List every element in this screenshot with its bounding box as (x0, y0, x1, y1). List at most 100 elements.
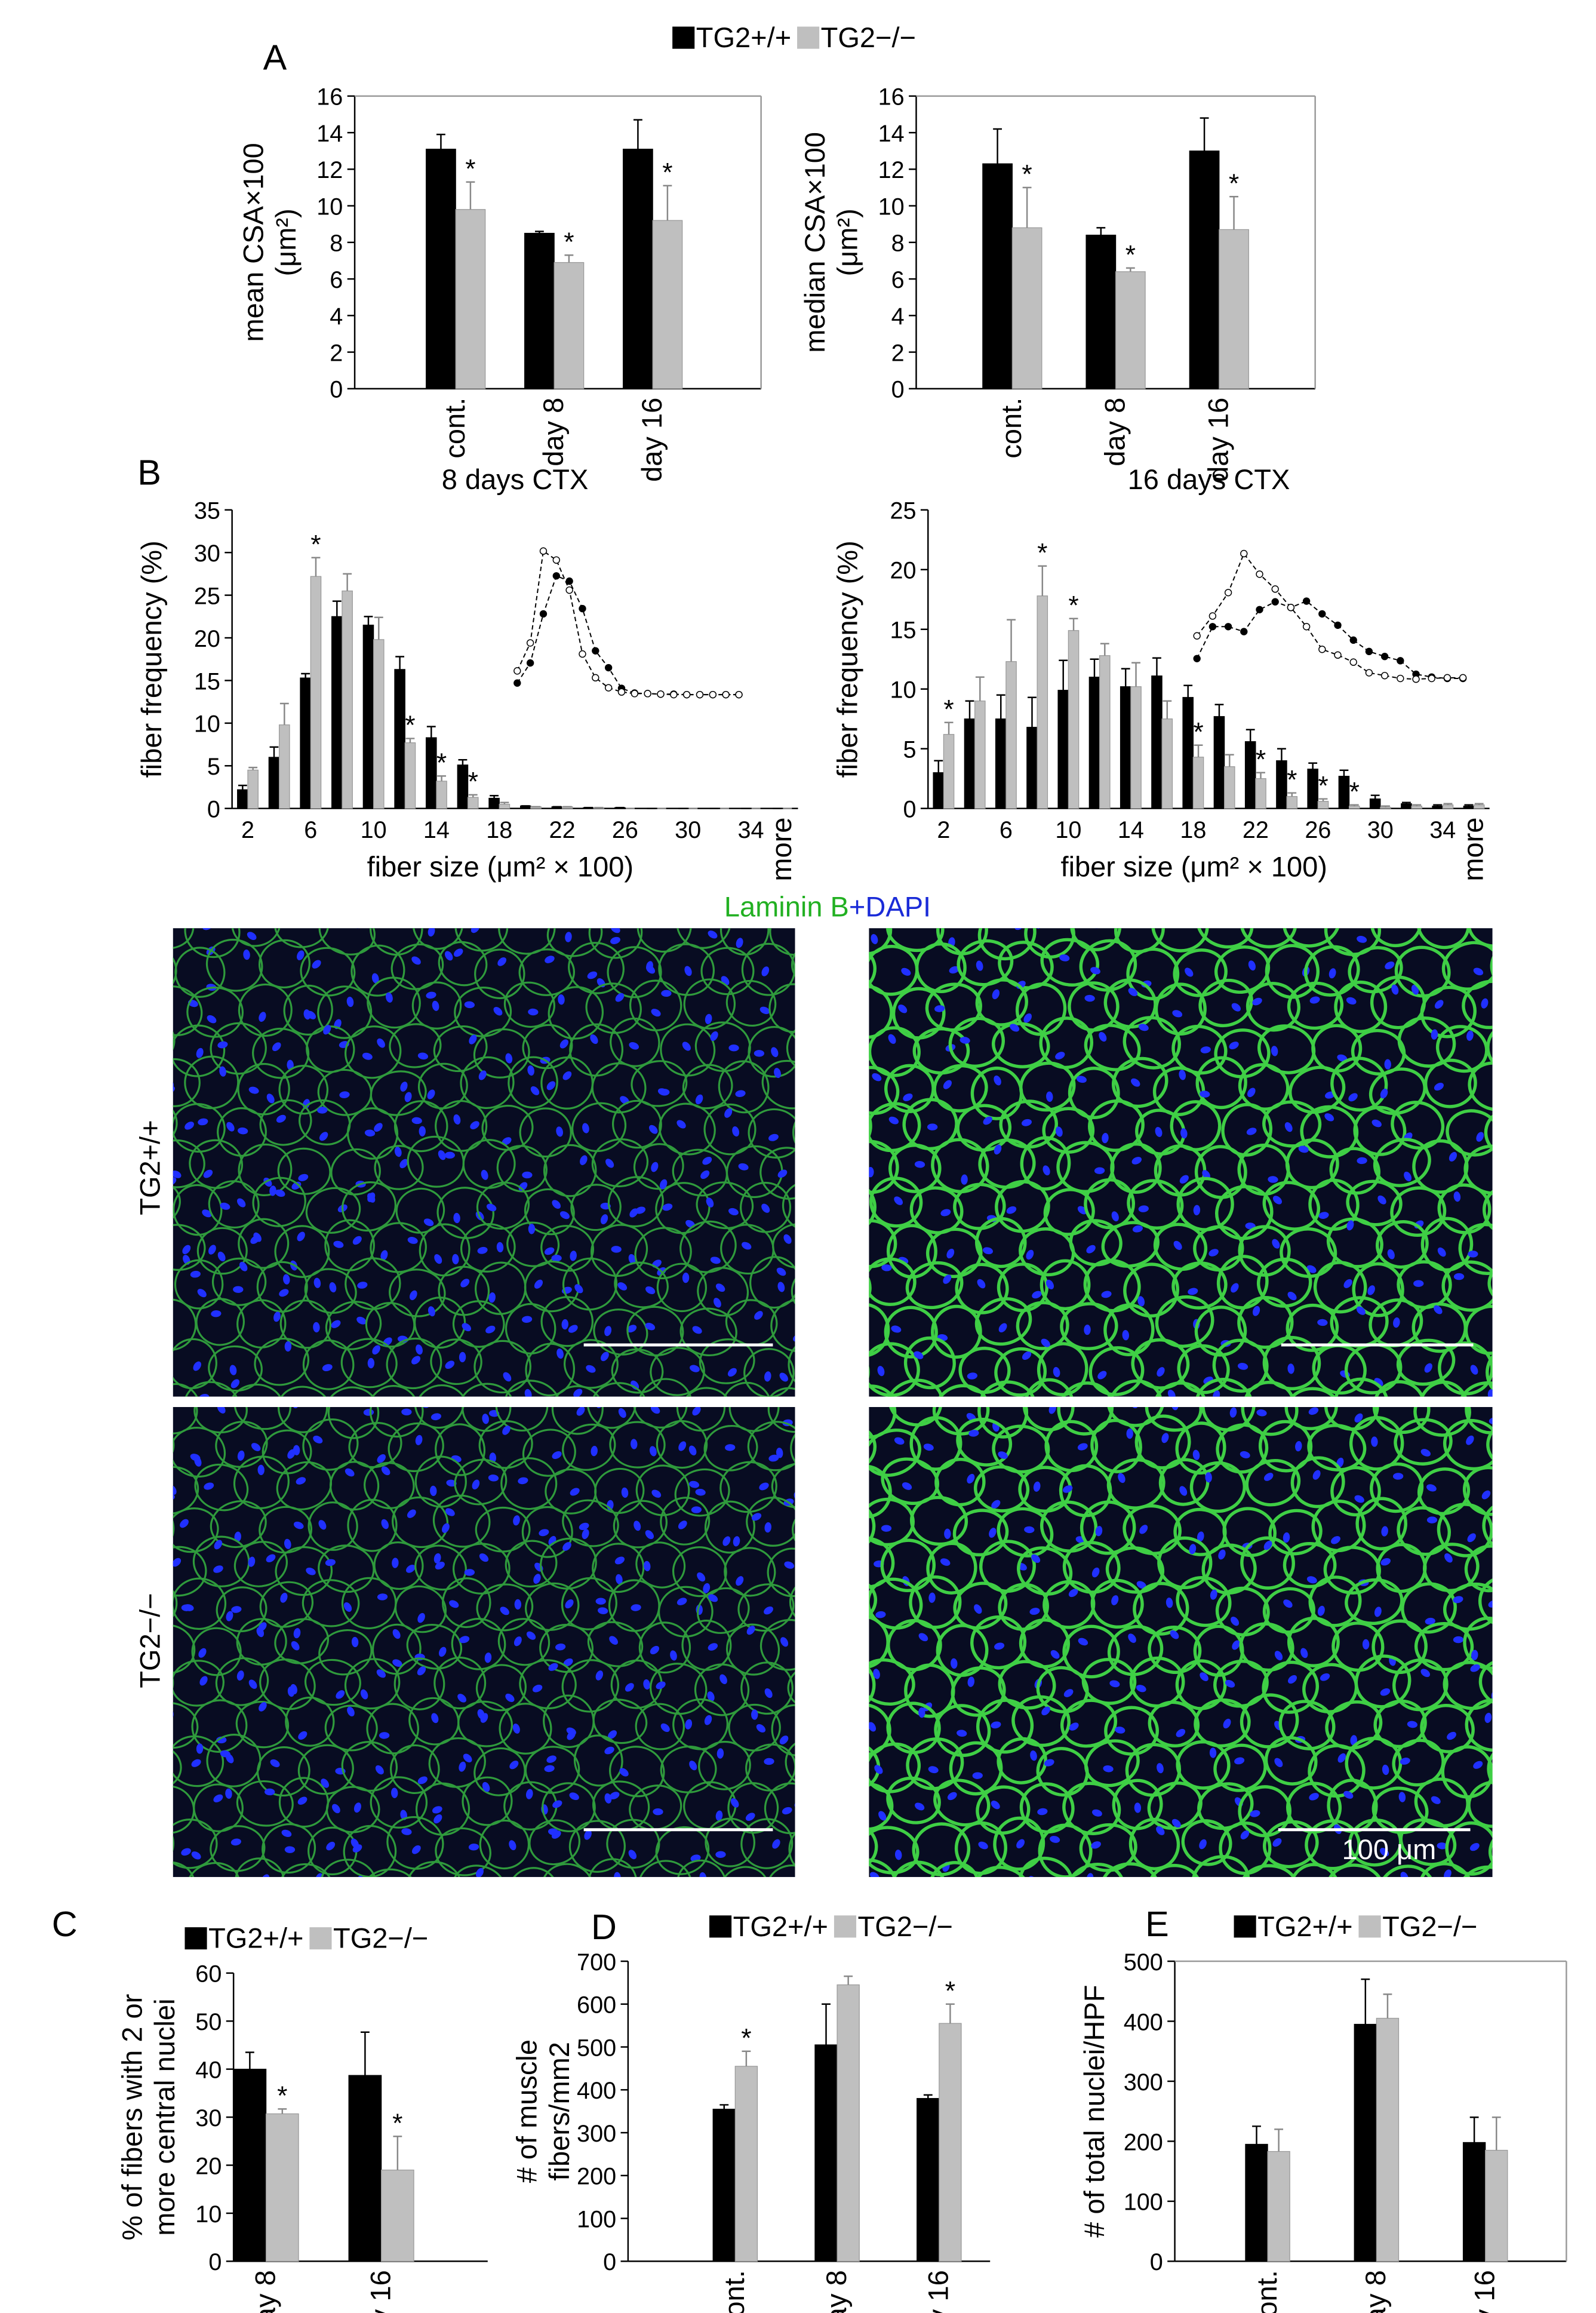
nucleus (894, 1437, 905, 1445)
nucleus (901, 967, 911, 976)
inset-point (1318, 646, 1326, 653)
fiber-outline (97, 980, 151, 1028)
fiber-outline (433, 1025, 488, 1073)
nucleus (445, 1360, 455, 1369)
y-tick-label: 0 (207, 797, 220, 823)
nucleus (115, 1710, 127, 1722)
nucleus (472, 1882, 484, 1890)
nucleus (918, 1707, 925, 1718)
fiber-outline (608, 1746, 665, 1798)
fiber-outline (1123, 1504, 1182, 1555)
fiber-outline (683, 978, 736, 1030)
nucleus (1442, 1395, 1453, 1408)
nucleus (402, 899, 414, 912)
fiber-outline (1153, 1222, 1208, 1271)
fiber-outline (524, 1188, 575, 1236)
y-tick-label: 14 (316, 121, 343, 147)
fiber-outline (1418, 1380, 1469, 1397)
nucleus (1483, 908, 1494, 921)
inset-point (1380, 653, 1389, 661)
nucleus (697, 1572, 706, 1582)
nucleus (817, 1473, 829, 1485)
micrograph (110, 1406, 848, 1890)
nucleus (332, 1804, 340, 1814)
fiber-outline (1284, 1406, 1338, 1430)
fiber-outline (1349, 1415, 1404, 1471)
nucleus (915, 1802, 925, 1811)
y-tick-label: 200 (577, 2164, 616, 2190)
nucleus (690, 1365, 700, 1372)
fiber-outline (1437, 1503, 1493, 1558)
fiber-outline (933, 1384, 990, 1397)
nucleus (202, 928, 213, 930)
nucleus (134, 886, 145, 898)
fiber-outline (909, 1495, 968, 1546)
fiber-outline (373, 1541, 424, 1590)
nucleus (764, 1371, 771, 1382)
fiber-outline (348, 1422, 402, 1469)
nucleus (1179, 1070, 1186, 1080)
nucleus (836, 1732, 848, 1743)
nucleus (220, 1750, 230, 1758)
nucleus (110, 1870, 121, 1878)
x-tick-label: 30 (675, 817, 701, 843)
nucleus (1205, 1472, 1212, 1483)
fiber-outline (474, 948, 525, 1000)
fiber-outline (1490, 939, 1493, 991)
fiber-outline (607, 946, 662, 999)
nucleus (513, 1515, 520, 1526)
fiber-outline (506, 1221, 560, 1267)
nucleus (1308, 1407, 1319, 1415)
fiber-outline (436, 1187, 494, 1239)
fiber-outline (1287, 1617, 1340, 1667)
nucleus (598, 1607, 608, 1614)
nucleus (567, 1731, 576, 1740)
error-bar (923, 2094, 933, 2099)
nucleus (1425, 1617, 1435, 1625)
nucleus (616, 1574, 623, 1585)
fiber-outline (540, 1863, 595, 1877)
fiber-outline (473, 1340, 531, 1394)
nucleus (558, 994, 565, 1005)
error-bar (311, 557, 321, 577)
nucleus (656, 1681, 666, 1690)
inset-point (1193, 655, 1201, 662)
bar (814, 2044, 838, 2262)
error-bar (1059, 659, 1068, 690)
fiber-outline (1201, 1543, 1257, 1595)
fiber-outline (869, 1536, 895, 1589)
error-bar (993, 128, 1003, 164)
fiber-outline (370, 1776, 428, 1829)
y-tick-label: 6 (330, 267, 343, 293)
error-bar (996, 694, 1005, 719)
y-axis-label: (μm²) (831, 208, 863, 276)
fiber-outline (214, 855, 272, 913)
nucleus (1200, 1046, 1211, 1053)
nucleus (411, 1117, 422, 1125)
fiber-outline (934, 1457, 986, 1507)
nucleus (1447, 1731, 1456, 1740)
fiber-outline (406, 1624, 463, 1670)
nucleus (1016, 1839, 1025, 1849)
nucleus (1453, 1191, 1461, 1202)
fiber-outline (1066, 1863, 1125, 1877)
nucleus (1193, 1205, 1201, 1215)
fiber-outline (184, 1055, 239, 1110)
fiber-outline (1307, 1424, 1367, 1472)
nucleus (1026, 1249, 1034, 1260)
y-tick-label: 200 (1124, 2129, 1163, 2155)
inset-point (1302, 597, 1311, 605)
error-bar (1038, 565, 1047, 596)
nucleus (232, 869, 244, 878)
fiber-outline (585, 982, 642, 1034)
nucleus (829, 1406, 841, 1417)
row-label: TG2−/− (134, 1593, 165, 1688)
error-bar (1096, 227, 1106, 235)
nucleus (1092, 1809, 1102, 1817)
nucleus (355, 928, 362, 929)
nucleus (362, 1052, 373, 1060)
fiber-outline (890, 1860, 947, 1877)
bar (1182, 697, 1194, 809)
fiber-outline (236, 1618, 287, 1666)
nucleus (217, 1251, 226, 1262)
